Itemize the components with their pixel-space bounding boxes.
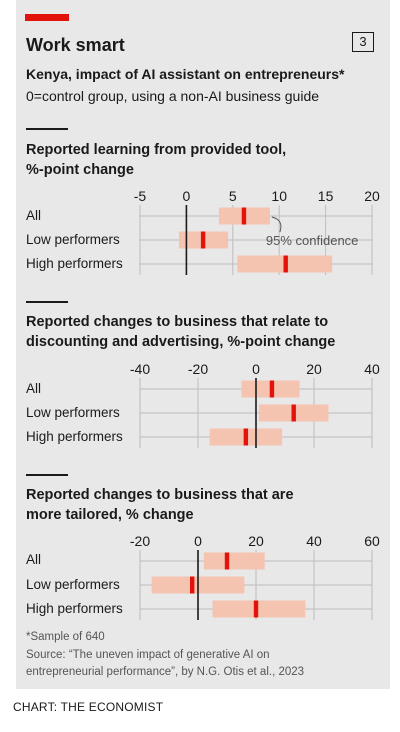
chart-title: Work smart [26, 35, 125, 55]
panel-2-title-line1: Reported changes to business that relate… [26, 314, 329, 330]
panel-3-row-label-high: High performers [26, 601, 123, 616]
tick-label: -20 [130, 533, 150, 549]
point-estimate-marker [243, 428, 249, 446]
point-estimate-marker [269, 380, 275, 398]
chart-number-badge: 3 [352, 32, 374, 52]
chart-card [16, 0, 390, 689]
panel-1-title-line1: Reported learning from provided tool, [26, 142, 287, 158]
point-estimate-marker [224, 552, 230, 570]
footnote: *Sample of 640 [26, 631, 105, 643]
point-estimate-marker [253, 600, 259, 618]
panel-3-row-label-all: All [26, 552, 42, 567]
tick-label: 60 [364, 533, 380, 549]
point-estimate-marker [190, 576, 195, 594]
panel-2-title-line2: discounting and advertising, %-point cha… [26, 334, 336, 350]
confidence-interval-bar [203, 552, 265, 570]
panel-1-chart: -5 0 5 10 15 20 95% confidence [134, 188, 380, 275]
tick-label: 0 [183, 188, 191, 204]
tick-label: 20 [248, 533, 264, 549]
panel-3-row-label-low: Low performers [26, 577, 120, 592]
point-estimate-marker [291, 404, 296, 422]
panel-3-chart: -20 0 20 40 60 [130, 533, 380, 620]
panel-2-row-label-low: Low performers [26, 405, 120, 420]
tick-label: -40 [130, 361, 150, 377]
source-line-1: Source: “The uneven impact of generative… [26, 649, 270, 661]
point-estimate-marker [200, 231, 206, 249]
panel-2-separator [26, 301, 68, 303]
chart-credit: CHART: THE ECONOMIST [13, 700, 164, 714]
panel-2-row-label-all: All [26, 381, 42, 396]
tick-label: 20 [364, 188, 380, 204]
panel-2-row-label-high: High performers [26, 429, 123, 444]
panel-1-separator [26, 128, 68, 130]
panel-3-separator [26, 474, 68, 476]
tick-label: 10 [271, 188, 287, 204]
panel-1-row-label-high: High performers [26, 256, 123, 271]
tick-label: 0 [194, 533, 202, 549]
point-estimate-marker [241, 207, 247, 225]
annotation-leader [271, 216, 282, 233]
annotation-label: 95% confidence [266, 233, 359, 248]
panel-1-title-line2: %-point change [26, 162, 134, 178]
tick-label: 15 [318, 188, 334, 204]
confidence-interval-bar [212, 600, 306, 618]
tick-label: 40 [364, 361, 380, 377]
panel-2-chart: -40 -20 0 20 40 [130, 361, 380, 448]
tick-label: 40 [306, 533, 322, 549]
tick-label: 20 [306, 361, 322, 377]
chart-subtitle-note: 0=control group, using a non-AI business… [26, 88, 320, 104]
tick-label: -5 [134, 188, 147, 204]
source-line-2: entrepreneurial performance”, by N.G. Ot… [26, 666, 305, 678]
panel-1-row-label-low: Low performers [26, 232, 120, 247]
panel-3-title-line2: more tailored, % change [26, 507, 194, 523]
chart-subtitle: Kenya, impact of AI assistant on entrepr… [26, 66, 345, 82]
tick-label: 5 [229, 188, 237, 204]
brand-red-bar [25, 14, 69, 21]
panel-3-title-line1: Reported changes to business that are [26, 487, 294, 503]
panel-1-row-label-all: All [26, 208, 42, 223]
tick-label: -20 [188, 361, 208, 377]
point-estimate-marker [283, 255, 288, 273]
tick-label: 0 [252, 361, 260, 377]
